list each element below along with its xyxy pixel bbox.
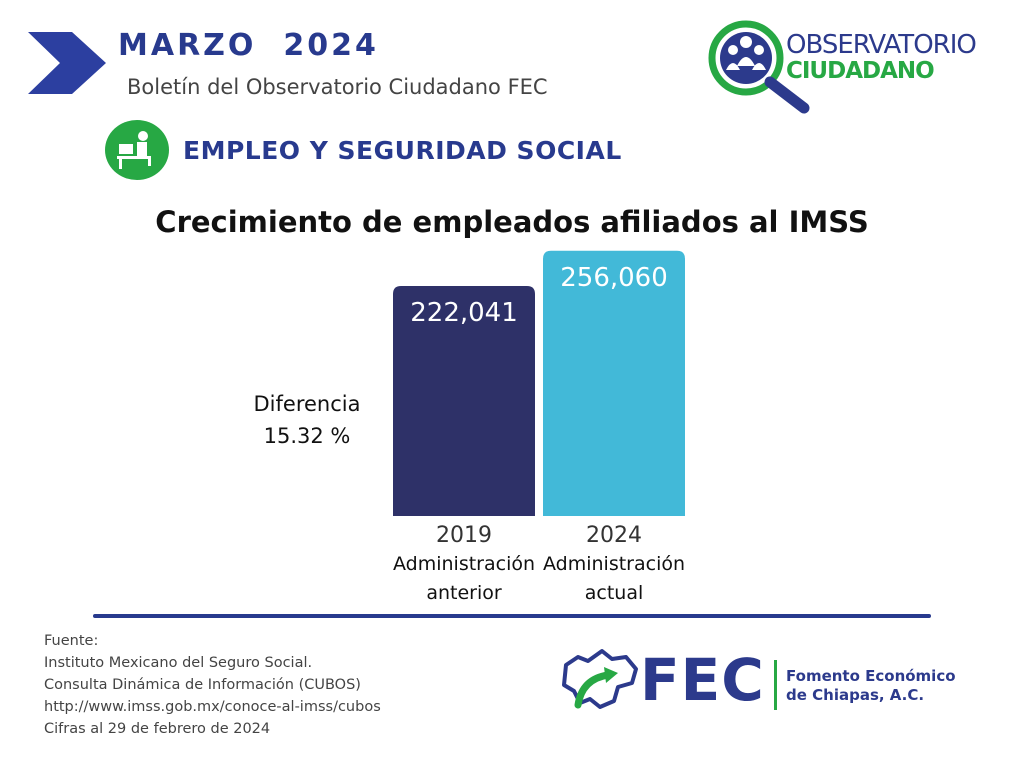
fec-acronym: FEC	[640, 646, 765, 714]
source-line: Instituto Mexicano del Seguro Social.	[44, 655, 313, 671]
section-title: EMPLEO Y SEGURIDAD SOCIAL	[183, 136, 622, 165]
category-sublabel: anterior	[426, 582, 502, 604]
source-block: Fuente: Instituto Mexicano del Seguro So…	[44, 630, 381, 740]
difference-value: 15.32 %	[263, 424, 351, 448]
fec-name-line1: Fomento Económico	[786, 667, 956, 685]
difference-annotation: Diferencia 15.32 %	[232, 388, 382, 452]
observatorio-logo-line1: OBSERVATORIO	[786, 30, 977, 60]
difference-label: Diferencia	[253, 392, 361, 416]
chart-title: Crecimiento de empleados afiliados al IM…	[155, 205, 869, 239]
bar-value-label: 256,060	[560, 263, 668, 293]
source-line: Consulta Dinámica de Información (CUBOS)	[44, 677, 361, 693]
observatorio-logo-line2: CIUDADANO	[786, 58, 935, 84]
source-line: Fuente:	[44, 633, 99, 649]
worker-desk-icon	[105, 120, 169, 180]
fec-separator	[774, 660, 777, 710]
category-label: 2024	[586, 523, 642, 548]
chevron-arrow-icon	[28, 32, 106, 94]
category-label: 2019	[436, 523, 492, 548]
bar-2019	[393, 286, 535, 516]
bulletin-month: MARZO 2024	[118, 28, 379, 63]
bulletin-subtitle: Boletín del Observatorio Ciudadano FEC	[127, 75, 548, 99]
source-line: Cifras al 29 de febrero de 2024	[44, 721, 271, 737]
bar-value-label: 222,041	[410, 298, 518, 328]
magnifier-people-icon	[708, 20, 810, 114]
category-sublabel: actual	[585, 582, 644, 604]
source-url: http://www.imss.gob.mx/conoce-al-imss/cu…	[44, 699, 381, 715]
category-sublabel: Administración	[393, 553, 535, 575]
fec-name-line2: de Chiapas, A.C.	[786, 686, 925, 704]
chiapas-map-arrow-icon	[562, 649, 638, 709]
divider	[93, 614, 931, 618]
bar-2024	[543, 250, 685, 517]
category-sublabel: Administración	[543, 553, 685, 575]
